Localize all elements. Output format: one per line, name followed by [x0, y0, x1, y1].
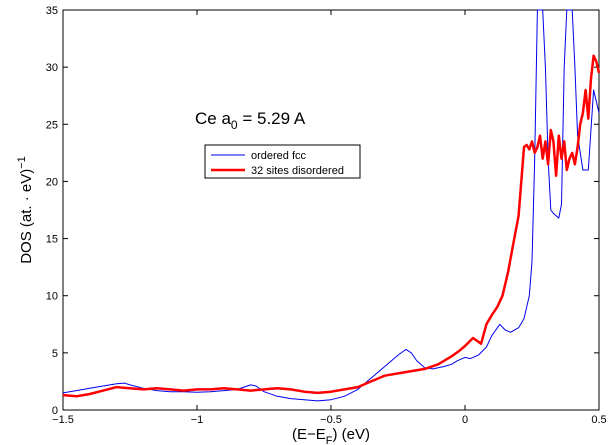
x-tick-label: −1: [191, 414, 204, 426]
y-tick-label: 20: [46, 176, 58, 188]
legend-label-32-sites-disordered: 32 sites disordered: [251, 165, 344, 177]
y-tick-label: 0: [52, 405, 58, 417]
y-tick-label: 30: [46, 62, 58, 74]
legend-label-ordered-fcc: ordered fcc: [251, 150, 307, 162]
y-axis-label: DOS (at. · eV)−1: [16, 156, 35, 264]
legend-box: [204, 144, 361, 179]
y-tick-label: 25: [46, 119, 58, 131]
x-tick-label: 0: [462, 414, 468, 426]
x-tick-label: −1.5: [52, 414, 74, 426]
y-tick-label: 15: [46, 234, 58, 246]
lattice-constant-annotation: Ce a0 = 5.29 A: [195, 109, 306, 132]
y-tick-label: 10: [46, 291, 58, 303]
y-tick-label: 5: [52, 348, 58, 360]
series-line-ordered-fcc: [62, 9, 600, 402]
x-axis-label: (E−EF) (eV): [292, 426, 370, 445]
y-tick-label: 35: [46, 5, 58, 17]
x-tick-label: 0.5: [591, 414, 606, 426]
legend: ordered fcc 32 sites disordered: [204, 144, 361, 179]
series-line-32-sites-disordered: [62, 54, 601, 398]
x-tick-label: −0.5: [320, 414, 342, 426]
